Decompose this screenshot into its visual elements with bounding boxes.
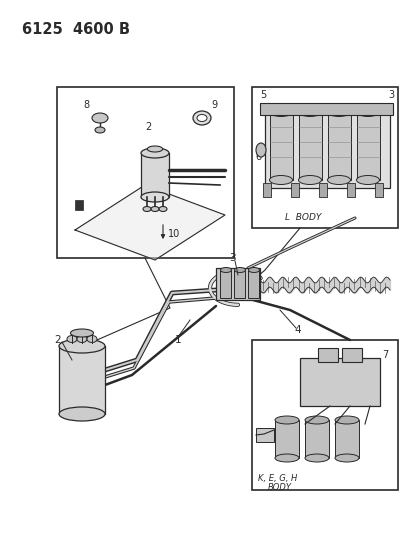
Ellipse shape (327, 175, 350, 184)
Bar (220, 270, 230, 298)
Ellipse shape (159, 206, 166, 212)
Bar (356, 112, 379, 180)
Ellipse shape (304, 416, 328, 424)
Ellipse shape (356, 108, 379, 117)
Bar (270, 112, 292, 180)
Ellipse shape (334, 416, 358, 424)
Text: 6: 6 (254, 152, 261, 162)
Text: 10: 10 (168, 229, 180, 239)
Text: 3: 3 (387, 90, 393, 100)
Text: 1: 1 (174, 335, 181, 345)
Bar (59, 346, 105, 414)
Text: BODY: BODY (267, 483, 291, 492)
Ellipse shape (92, 113, 108, 123)
Ellipse shape (70, 329, 93, 337)
Bar (262, 183, 270, 197)
Bar (327, 112, 350, 180)
Ellipse shape (77, 335, 87, 343)
Bar (216, 268, 259, 300)
Ellipse shape (67, 335, 77, 343)
Text: 9: 9 (210, 100, 216, 110)
Ellipse shape (269, 108, 292, 117)
Ellipse shape (147, 146, 162, 152)
Ellipse shape (274, 454, 298, 462)
Ellipse shape (255, 143, 265, 157)
Text: 6125  4600 B: 6125 4600 B (22, 22, 130, 37)
Bar (304, 420, 328, 458)
Ellipse shape (298, 108, 321, 117)
Ellipse shape (143, 206, 151, 212)
Ellipse shape (95, 127, 105, 133)
Text: K, E, G, H: K, E, G, H (257, 474, 297, 483)
Ellipse shape (248, 268, 259, 272)
Ellipse shape (269, 175, 292, 184)
Text: L  BODY: L BODY (284, 213, 321, 222)
Bar (334, 420, 358, 458)
Bar (346, 183, 354, 197)
Text: 7: 7 (381, 350, 387, 360)
Ellipse shape (151, 206, 159, 212)
Ellipse shape (193, 111, 211, 125)
Bar (57, 87, 234, 258)
Bar (75, 200, 83, 210)
Ellipse shape (59, 407, 105, 421)
Bar (247, 270, 258, 298)
Bar (255, 428, 273, 442)
Ellipse shape (298, 175, 321, 184)
Ellipse shape (327, 108, 350, 117)
Bar (318, 183, 326, 197)
Ellipse shape (220, 268, 231, 272)
Ellipse shape (141, 148, 169, 158)
Bar (298, 112, 321, 180)
Bar (252, 87, 397, 228)
Bar (341, 348, 361, 362)
Ellipse shape (59, 339, 105, 353)
Ellipse shape (356, 175, 379, 184)
Bar (141, 153, 169, 198)
Text: 4: 4 (294, 325, 301, 335)
Ellipse shape (304, 454, 328, 462)
Text: 3: 3 (228, 253, 235, 263)
Bar (252, 340, 397, 490)
Text: 5: 5 (259, 90, 265, 100)
Ellipse shape (234, 268, 245, 272)
Bar (274, 420, 298, 458)
Bar (299, 358, 379, 406)
Bar (264, 108, 389, 188)
Text: 2: 2 (54, 335, 61, 345)
Ellipse shape (196, 115, 207, 122)
Ellipse shape (274, 416, 298, 424)
Bar (317, 348, 337, 362)
Ellipse shape (87, 335, 97, 343)
Ellipse shape (334, 454, 358, 462)
Bar (259, 103, 392, 115)
Ellipse shape (141, 192, 169, 202)
Bar (290, 183, 298, 197)
Text: 8: 8 (83, 100, 89, 110)
Bar (374, 183, 382, 197)
Bar (234, 270, 245, 298)
Text: 2: 2 (144, 122, 151, 132)
Polygon shape (75, 185, 225, 260)
